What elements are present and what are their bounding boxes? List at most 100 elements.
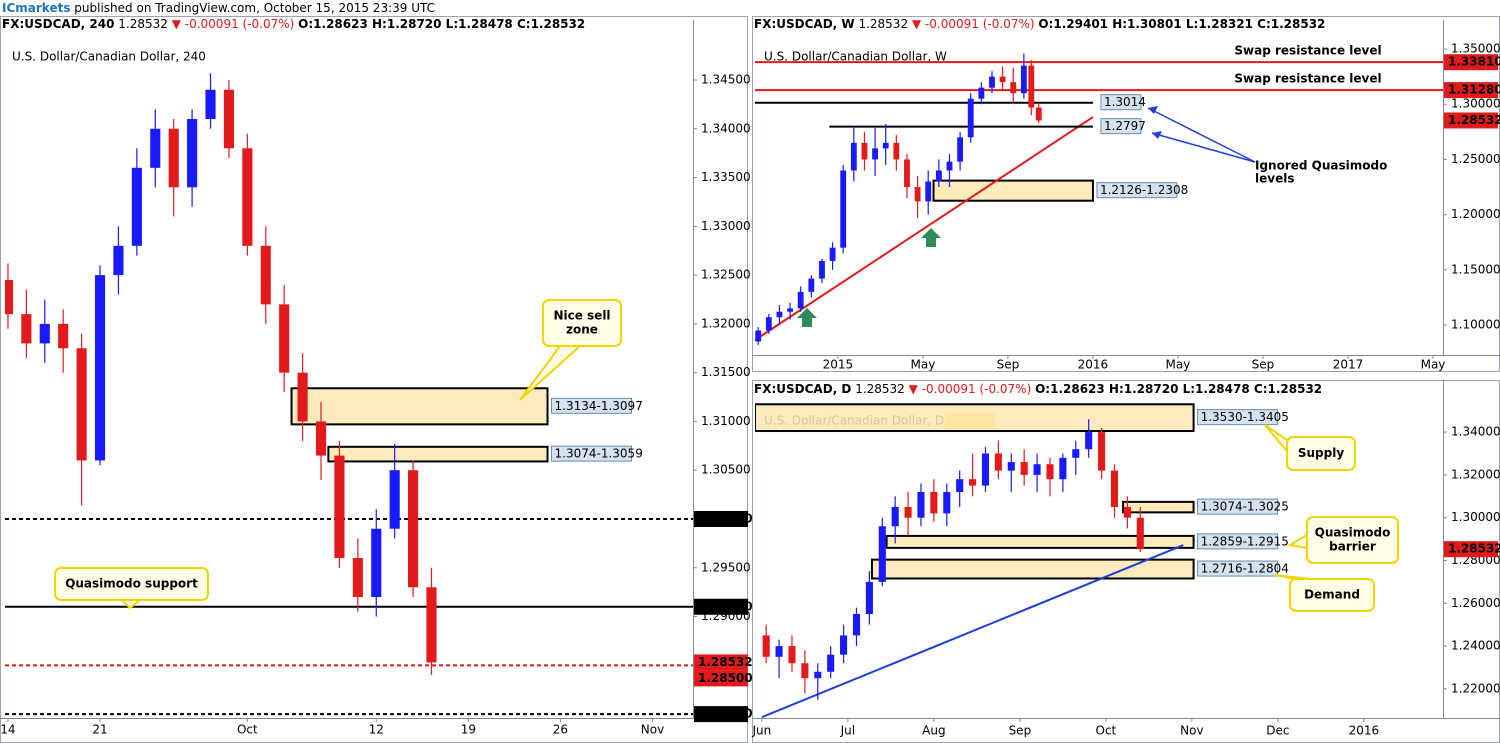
candle-body xyxy=(150,128,161,168)
header-text: published on TradingView.com, October 15… xyxy=(74,1,435,15)
candle-body xyxy=(352,558,363,598)
candle-body xyxy=(765,317,772,331)
zone xyxy=(932,179,1094,202)
y-tick-label: 1.34500 xyxy=(701,72,751,86)
x-tick-label: Sep xyxy=(1252,358,1275,372)
zone-label: 1.2716-1.2804 xyxy=(1201,562,1289,576)
candle-body xyxy=(21,314,32,344)
candle-body xyxy=(389,470,400,529)
candle-body xyxy=(946,161,953,171)
candle-body xyxy=(850,142,857,171)
candle-body xyxy=(371,528,382,598)
zone-label: 1.3074-1.3025 xyxy=(1201,500,1289,514)
callout-box xyxy=(54,567,209,601)
candle-body xyxy=(39,323,50,344)
candle-body xyxy=(914,187,921,202)
price-tag-label: 1.30000 xyxy=(698,511,753,525)
y-tick-label: 1.33000 xyxy=(701,219,751,233)
callout-text: Supply xyxy=(1298,446,1344,460)
last-price: 1.28532 xyxy=(118,17,168,31)
x-tick-label: 19 xyxy=(461,723,476,737)
x-tick-label: 21 xyxy=(92,723,107,737)
y-tick-label: 1.26000 xyxy=(1451,596,1500,610)
callout-arrow xyxy=(1151,132,1256,163)
candle-body xyxy=(956,479,964,493)
candle-body xyxy=(904,159,910,188)
callout-text: barrier xyxy=(1329,540,1376,554)
price-tag-label: 1.31280 xyxy=(1448,83,1500,97)
zone-label: 1.2859-1.2915 xyxy=(1201,534,1289,548)
zone xyxy=(327,445,549,463)
callout-arrow xyxy=(1147,107,1256,163)
level-label-box xyxy=(1100,94,1142,111)
zone xyxy=(885,534,1195,549)
candle-body xyxy=(930,492,938,514)
symbol-info: FX:USDCAD, D 1.28532 ▼ -0.00091 (-0.07%)… xyxy=(754,382,1322,396)
x-tick-label: Jun xyxy=(752,724,772,738)
candle-body xyxy=(187,119,198,188)
candle-body xyxy=(819,260,825,279)
candle-body xyxy=(827,654,835,672)
callout-box xyxy=(1306,516,1399,564)
candle-body xyxy=(814,671,822,679)
x-tick-label: May xyxy=(1421,358,1446,372)
y-tick-label: 1.30000 xyxy=(1451,510,1500,524)
candle-body xyxy=(1028,65,1035,108)
zone xyxy=(290,387,549,426)
candle-body xyxy=(94,275,106,461)
zone-label: 1.3074-1.3059 xyxy=(555,447,643,461)
candle-body xyxy=(808,278,815,292)
x-tick-label: May xyxy=(911,358,936,372)
zone-label-box xyxy=(1197,409,1279,426)
y-tick-label: 1.25000 xyxy=(1451,152,1500,166)
chart-subtitle: U.S. Dollar/Canadian Dollar, W xyxy=(764,50,947,64)
candle-body xyxy=(917,492,925,518)
x-tick-label: 2016 xyxy=(1078,358,1109,372)
price-tag-label: 1.28000 xyxy=(698,707,753,721)
x-tick-label: 2015 xyxy=(823,358,854,372)
ohlc: O:1.29401 H:1.30801 L:1.28321 C:1.28532 xyxy=(1038,17,1325,31)
price-tag xyxy=(694,706,748,723)
candle-body xyxy=(1007,462,1015,471)
ohlc: O:1.28623 H:1.28720 L:1.28478 C:1.28532 xyxy=(1035,382,1322,396)
candle-body xyxy=(205,89,216,120)
symbol: FX:USDCAD, W xyxy=(754,17,855,31)
price-tag-label: 1.28532 xyxy=(1448,542,1500,556)
price-tag xyxy=(694,510,748,527)
candle-body xyxy=(861,142,868,160)
candle-body xyxy=(315,421,327,456)
zone-label: 1.3530-1.3405 xyxy=(1201,410,1289,424)
candle-body xyxy=(891,506,899,527)
callout-text: Ignored Quasimodo xyxy=(1255,159,1387,173)
candle-body xyxy=(801,663,809,679)
price-tag xyxy=(1444,82,1498,99)
arrow-head xyxy=(1148,106,1158,114)
y-tick-label: 1.22000 xyxy=(1451,681,1500,695)
level-note: Swap resistance level xyxy=(1234,44,1381,58)
price-tag xyxy=(694,598,748,615)
zone-label: 1.2126-1.2308 xyxy=(1100,183,1188,197)
symbol-info: FX:USDCAD, 240 1.28532 ▼ -0.00091 (-0.07… xyxy=(2,17,585,31)
candle-body xyxy=(113,245,124,276)
x-tick-label: 12 xyxy=(369,723,384,737)
candle-body xyxy=(755,330,762,342)
candle-body xyxy=(840,170,847,248)
chart-panel: FX:USDCAD, D 1.28532 ▼ -0.00091 (-0.07%)… xyxy=(752,380,1500,743)
y-tick-label: 1.31500 xyxy=(701,365,751,379)
x-tick-label: Nov xyxy=(1180,724,1203,738)
candle-body xyxy=(1020,462,1028,475)
trendline xyxy=(755,116,1094,341)
price-change: ▼ -0.00091 (-0.07%) xyxy=(912,17,1035,31)
y-tick-label: 1.35000 xyxy=(1451,42,1500,56)
candle-body xyxy=(882,142,889,149)
candle-body xyxy=(5,279,14,315)
y-tick-label: 1.34000 xyxy=(701,121,751,135)
candle-body xyxy=(967,98,974,138)
callout-text: Quasimodo xyxy=(1315,526,1391,540)
candle-body xyxy=(999,76,1006,83)
candle-body xyxy=(131,167,142,246)
candle-body xyxy=(1035,107,1042,121)
candle-body xyxy=(762,635,770,657)
price-tag xyxy=(1444,541,1498,558)
y-tick-label: 1.32000 xyxy=(1451,467,1500,481)
